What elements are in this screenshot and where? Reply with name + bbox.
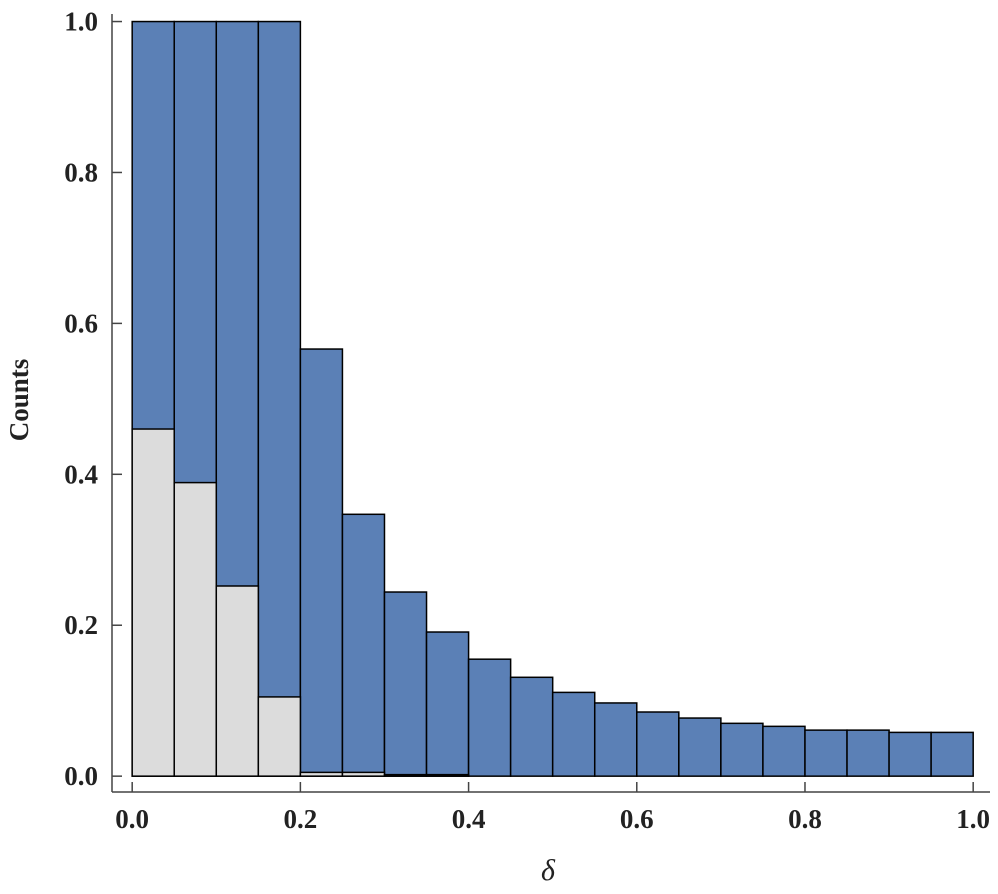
bar [257, 696, 302, 777]
x-tick-label: 1.0 [956, 804, 990, 834]
x-tick-label: 0.4 [452, 804, 486, 834]
bar [173, 481, 218, 777]
y-tick-label: 1.0 [64, 7, 98, 37]
bar [846, 729, 890, 777]
y-axis-label: Counts [4, 359, 34, 442]
bar [551, 691, 596, 777]
x-tick-label: 0.8 [788, 804, 822, 834]
bar [383, 773, 428, 777]
bar [762, 725, 806, 777]
bar [467, 658, 512, 777]
x-axis-label: δ [541, 854, 556, 887]
bar [341, 771, 386, 777]
y-tick-label: 0.2 [64, 610, 98, 640]
bar [509, 676, 554, 777]
bar [257, 20, 302, 777]
bar [425, 631, 470, 777]
y-tick-label: 0.6 [64, 308, 98, 338]
bar [720, 722, 764, 777]
bar [678, 717, 722, 777]
bar [299, 771, 344, 777]
bar [383, 591, 428, 777]
bar [425, 773, 470, 777]
x-tick-label: 0.0 [115, 804, 149, 834]
bar [636, 711, 680, 777]
bar [930, 731, 974, 777]
y-tick-label: 0.4 [64, 459, 98, 489]
bar [215, 585, 260, 777]
bar [131, 428, 175, 777]
x-tick-label: 0.6 [620, 804, 654, 834]
y-tick-label: 0.8 [64, 157, 98, 187]
x-tick-label: 0.2 [284, 804, 318, 834]
bar [804, 729, 848, 777]
bar [299, 348, 344, 777]
y-tick-label: 0.0 [64, 761, 98, 791]
bar [341, 513, 386, 777]
bar [888, 731, 932, 777]
bar [593, 702, 638, 777]
